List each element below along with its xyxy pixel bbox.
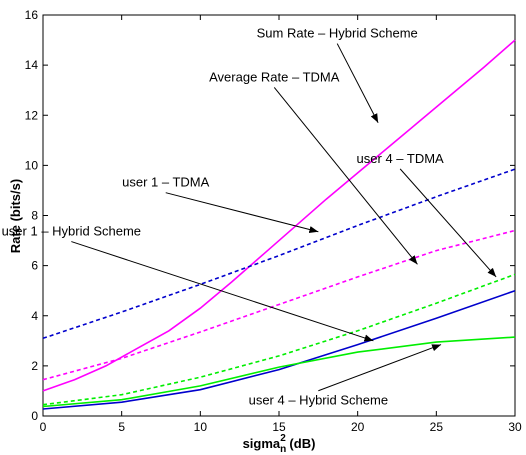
- series-line-user1-hybrid: [42, 289, 516, 410]
- annotation-label-average-rate-tdma: Average Rate – TDMA: [209, 69, 340, 84]
- annotation-arrow-average-rate-tdma: [273, 87, 418, 265]
- series-line-sum-rate-hybrid: [42, 39, 516, 392]
- annotation-arrow-sum-rate-hybrid: [336, 43, 379, 123]
- annotation-label-user1-tdma: user 1 – TDMA: [122, 175, 210, 190]
- annotation-layer: Sum Rate – Hybrid Scheme Average Rate – T…: [2, 26, 497, 408]
- y-tick-label: 0: [31, 409, 38, 423]
- x-tick-label: 15: [272, 420, 286, 434]
- y-axis-label: Rate (bits/s): [8, 179, 23, 253]
- x-tick-label: 0: [40, 420, 47, 434]
- annotation-arrow-user4-hybrid: [318, 344, 442, 392]
- annotation-arrow-user4-tdma: [399, 168, 497, 278]
- annotation-arrow-user1-hybrid: [71, 241, 374, 342]
- annotation-label-sum-rate-hybrid: Sum Rate – Hybrid Scheme: [257, 26, 418, 41]
- y-tick-label: 10: [25, 158, 39, 172]
- y-tick-label: 4: [31, 309, 38, 323]
- y-tick-label: 2: [31, 359, 38, 373]
- x-axis-label-unit: (dB): [286, 436, 316, 451]
- annotation-label-user1-hybrid: user 1 – Hybrid Scheme: [2, 224, 141, 239]
- series-line-user4-tdma: [42, 273, 516, 406]
- x-axis-label: sigman2 (dB): [243, 433, 316, 455]
- annotation-label-user4-tdma: user 4 – TDMA: [357, 151, 445, 166]
- x-tick-label: 10: [194, 420, 208, 434]
- y-tick-label: 12: [25, 108, 39, 122]
- x-tick-label: 25: [430, 420, 444, 434]
- y-tick-label: 16: [25, 8, 39, 22]
- x-axis-label-sub: n: [280, 444, 286, 455]
- tick-layer: 0 5 10 15 20 25 30 0 2 4 6 8 10 12 14 16: [25, 8, 522, 434]
- series-line-user4-hybrid: [42, 336, 516, 408]
- annotation-arrow-user1-tdma: [165, 192, 319, 234]
- y-tick-label: 14: [25, 58, 39, 72]
- x-axis-label-main: sigma: [243, 436, 281, 451]
- y-tick-label: 6: [31, 259, 38, 273]
- x-axis-label-sup: 2: [280, 433, 286, 444]
- series-line-average-rate-tdma: [42, 229, 516, 381]
- y-tick-label: 8: [31, 209, 38, 223]
- x-tick-label: 20: [351, 420, 365, 434]
- series-layer: [42, 39, 516, 410]
- x-tick-label: 30: [508, 420, 522, 434]
- x-tick-label: 5: [118, 420, 125, 434]
- annotation-label-user4-hybrid: user 4 – Hybrid Scheme: [249, 393, 388, 408]
- series-line-user1-tdma: [42, 168, 516, 340]
